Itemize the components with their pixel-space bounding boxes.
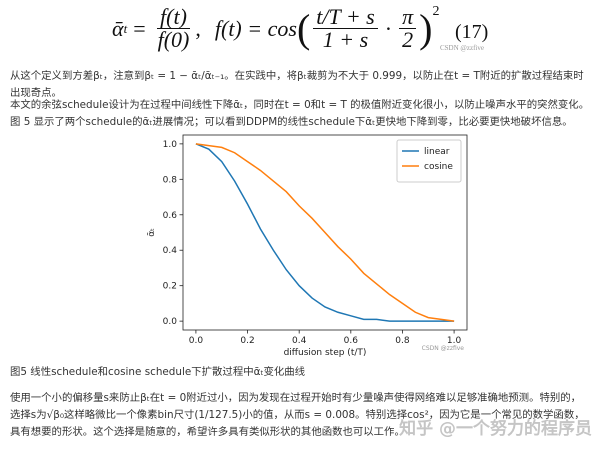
frac-num: f(t) xyxy=(157,6,190,29)
line-series xyxy=(195,143,455,322)
paragraph: 使用一个小的偏移量s来防止βₜ在t = 0附近过小，因为发现在过程开始时有少量噪… xyxy=(10,392,585,438)
eq-rhs: f(t) = cos xyxy=(214,15,297,41)
paren: ) xyxy=(419,5,433,51)
x-tick-label: 0.4 xyxy=(292,336,307,346)
frac-num: π xyxy=(399,6,417,29)
eq-lhs: ᾱ xyxy=(112,15,124,41)
line-series xyxy=(195,143,455,322)
paragraph: 从这个定义到方差βₜ，注意到βₜ = 1 − ᾱₜ/ᾱₜ₋₁。在实践中，将βₜ裁… xyxy=(10,70,584,99)
eq-dot: · xyxy=(384,15,393,41)
plot-frame xyxy=(182,134,468,331)
watermark: CSDN @zzfive xyxy=(422,345,465,352)
eq-equals: = xyxy=(133,15,146,41)
y-tick-label: 0.4 xyxy=(163,246,178,256)
y-tick-label: 0.6 xyxy=(163,211,178,221)
eq-lhs-sub: t xyxy=(123,20,128,36)
frac-den: 2 xyxy=(402,27,414,52)
y-tick-label: 1.0 xyxy=(163,140,178,150)
watermark: 知乎 @一个努力的程序员 xyxy=(399,419,592,439)
x-tick-label: 0.8 xyxy=(395,336,410,346)
legend-label: linear xyxy=(424,147,450,157)
equation-number: (17) xyxy=(455,21,489,43)
eq-power: 2 xyxy=(432,4,440,19)
legend-label: cosine xyxy=(424,162,453,172)
caption: 图5 线性schedule和cosine schedule下扩散过程中ᾱₜ变化曲… xyxy=(10,366,306,378)
y-tick-label: 0.0 xyxy=(163,317,178,327)
chart: 0.0 0.2 0.4 0.6 0.8 1.0 0.0 0.2 0.4 0.6 0.8 1.0 diff… xyxy=(147,134,468,358)
frac-num: t/T + s xyxy=(313,6,378,29)
fraction: f(t) f(0) xyxy=(155,6,193,51)
x-tick-label: 1.0 xyxy=(447,336,462,346)
x-tick-label: 0.0 xyxy=(189,336,204,346)
frac-den: f(0) xyxy=(157,27,190,52)
paren: ( xyxy=(296,5,311,51)
y-tick-label: 0.8 xyxy=(163,175,178,185)
frac-den: 1 + s xyxy=(322,27,369,52)
paragraph: 本文的余弦schedule设计为在过程中间线性下降ᾱₜ，同时在t = 0和t =… xyxy=(10,99,590,128)
x-axis-label: diffusion step (t/T) xyxy=(284,348,367,358)
watermark: CSDN @zzfive xyxy=(440,44,484,52)
x-tick-label: 0.6 xyxy=(344,336,359,346)
x-tick-label: 0.2 xyxy=(240,336,254,346)
y-tick-label: 0.2 xyxy=(163,282,177,292)
eq-sep: , xyxy=(195,15,201,41)
y-axis-label: ᾱₜ xyxy=(147,228,157,237)
